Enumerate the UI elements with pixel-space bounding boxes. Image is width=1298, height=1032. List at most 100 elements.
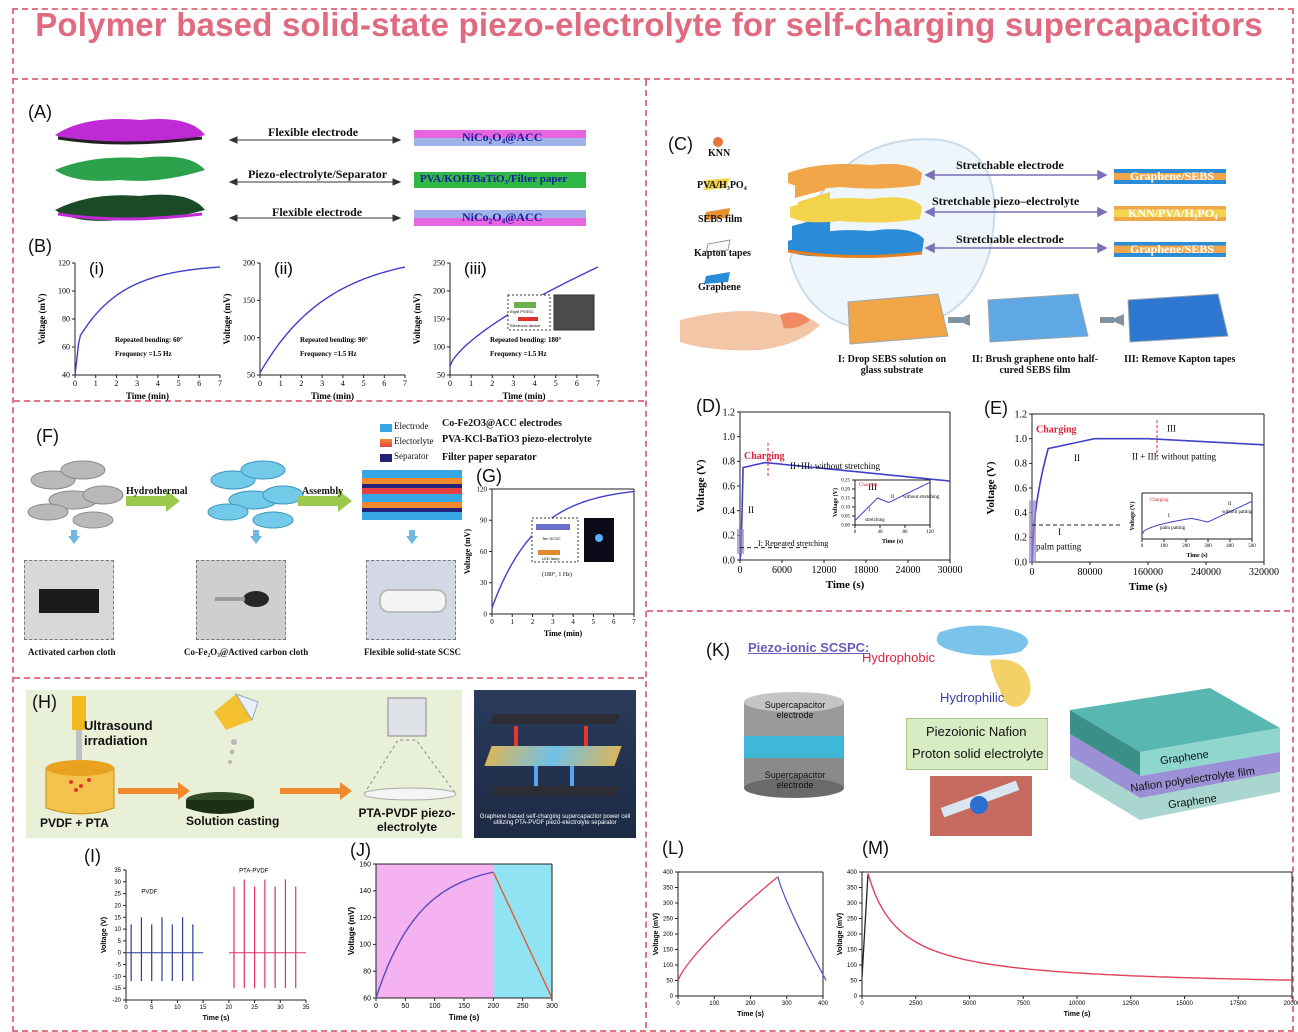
panel-l-x-tick-label: 200 — [745, 1001, 756, 1007]
panel-f-photo-2 — [196, 560, 286, 640]
panel-j-x-tick-label: 100 — [429, 1003, 441, 1010]
panel-d-charging: Charging — [744, 451, 785, 462]
panel-c-step-3: III: Remove Kapton tapes — [1124, 354, 1236, 365]
panel-b-3-x-tick-label: 1 — [469, 379, 473, 388]
panel-f-legend-electrolyte-swatch — [380, 439, 392, 447]
panel-b-3-y-tick-label: 200 — [433, 287, 445, 296]
panel-d-x-tick-label: 24000 — [896, 565, 921, 576]
panel-e-inset-x-tick-label: 500 — [1248, 544, 1256, 549]
panel-g-x-tick-label: 0 — [490, 618, 494, 626]
panel-b-1-y-tick-label: 100 — [58, 287, 70, 296]
panel-g-inset-led-glow — [595, 534, 603, 542]
panel-l-discharge-curve — [777, 876, 827, 981]
panel-a-layers — [55, 119, 205, 221]
panel-g-x-tick-label: 1 — [511, 618, 515, 626]
panel-e-inset-y-label: Voltage (V) — [1129, 502, 1136, 531]
panel-g-y-tick-label: 30 — [480, 579, 488, 587]
panel-l-y-tick-label: 0 — [670, 994, 674, 1000]
figure-frame — [12, 8, 1294, 1032]
panel-b-2-y-tick-label: 50 — [247, 371, 255, 380]
panel-e-y-tick-label: 1.2 — [1015, 409, 1028, 420]
panel-e-inset-charging: Charging — [1150, 498, 1169, 503]
panel-e-inset-x-tick-label: 0 — [1141, 544, 1144, 549]
panel-i-series-1: PVDF — [141, 890, 157, 896]
panel-b-2-y-label: Voltage (mV) — [222, 294, 232, 345]
panel-h-device-caption: Graphene based self-charging supercapaci… — [479, 814, 631, 826]
panel-d-inset-y-tick-label: 0.20 — [841, 488, 850, 493]
panel-i-series-2: PTA-PVDF — [239, 868, 269, 874]
panel-b-1-x-tick-label: 7 — [218, 379, 222, 388]
panel-d-stretch-band — [737, 529, 744, 554]
panel-h-casting: Solution casting — [186, 814, 280, 828]
panel-d-y-tick-label: 0.2 — [723, 531, 736, 542]
panel-m-charge-curve — [861, 873, 869, 978]
panel-i-y-tick-label: 10 — [114, 927, 121, 933]
panel-g-inset-label-1: Ten SCSC — [542, 536, 561, 541]
panel-b-1-y-tick-label: 80 — [62, 315, 70, 324]
panel-g-inset-label-2: LED lamp — [542, 556, 560, 561]
panel-b-3-x-tick-label: 7 — [596, 379, 600, 388]
panel-d-y-tick-label: 0.0 — [723, 555, 736, 566]
panel-g-curve — [491, 490, 635, 609]
panel-b-1-x-tick-label: 1 — [94, 379, 98, 388]
panel-e-phase-label: II + III: without patting — [1132, 452, 1217, 462]
panel-j-discharge-curve — [492, 871, 553, 999]
panel-f-legend-electrode: Electrode — [394, 421, 429, 431]
panel-c-legend-kapton: Kapton tapes — [694, 248, 751, 259]
panel-b-1-y-tick-label: 40 — [62, 371, 70, 380]
panel-e-palm: palm patting — [1036, 542, 1082, 552]
panel-i-x-tick-label: 10 — [174, 1005, 181, 1011]
panel-b-2-note-1: Repeated bending: 90° — [300, 336, 368, 344]
panel-j-y-tick-label: 140 — [359, 888, 371, 895]
panel-k-hydrophilic: Hydrophilic — [940, 690, 1005, 705]
panel-f-caption-1: Activated carbon cloth — [28, 647, 116, 657]
panel-d-inset-i: I — [869, 508, 871, 513]
panel-f-photo-1 — [24, 560, 114, 640]
panel-e-y-tick-label: 0.4 — [1015, 508, 1028, 519]
panel-h-product: PTA-PVDF piezo-electrolyte — [358, 806, 456, 834]
panel-d-x-tick-label: 12000 — [812, 565, 837, 576]
panel-h-device-image: Graphene based self-charging supercapaci… — [474, 690, 636, 838]
panel-d-iii: III — [868, 482, 877, 492]
panel-c-arrows — [924, 169, 1108, 254]
panel-b-3-x-tick-label: 4 — [533, 379, 537, 388]
panel-l-y-tick-label: 250 — [663, 917, 674, 923]
panel-e-charging: Charging — [1036, 425, 1077, 436]
panel-label-m: (M) — [862, 838, 889, 858]
panel-b-3-x-tick-label: 5 — [554, 379, 558, 388]
panel-i-y-tick-label: -10 — [112, 974, 121, 980]
panel-j-x-tick-label: 300 — [546, 1003, 558, 1010]
panel-e-curve — [1031, 437, 1264, 563]
panel-e-y-tick-label: 0.2 — [1015, 533, 1028, 544]
panel-b-3-inset-label-1: Eight PSSSC — [510, 309, 534, 314]
panel-e-x-tick-label: 80000 — [1078, 567, 1103, 578]
panel-e-inset-i: I — [1168, 514, 1170, 519]
panel-e-y-tick-label: 0.8 — [1015, 459, 1028, 470]
panel-b-3-note-1: Repeated bending: 180° — [490, 336, 561, 344]
panel-l-y-tick-label: 200 — [663, 932, 674, 938]
panel-i-x-tick-label: 0 — [124, 1005, 128, 1011]
panel-f-caption-2: Co-Fe₂O₃@Actived carbon cloth — [184, 647, 309, 657]
panel-i-chart: 0 5 10 15 20 25 30 35 -20 -15 -10 -5 0 5 10 15 20 25 30 35 T… — [101, 868, 310, 1022]
panel-j-x-tick-label: 50 — [401, 1003, 409, 1010]
panel-d-y-tick-label: 1.2 — [723, 407, 736, 418]
panel-i-y-tick-label: 25 — [114, 892, 121, 898]
title-divider — [12, 78, 1292, 80]
panel-b-3-inset-device — [514, 302, 536, 308]
panel-b-1-x-tick-label: 5 — [177, 379, 181, 388]
panel-m-x-tick-label: 7500 — [1017, 1001, 1031, 1007]
figure-title: Polymer based solid-state piezo-electrol… — [35, 6, 1263, 43]
panel-b-2-tag: (ii) — [274, 259, 293, 278]
panel-l-y-tick-label: 350 — [663, 886, 674, 892]
panel-b-3-y-tick-label: 50 — [437, 371, 445, 380]
panel-i-y-tick-label: 35 — [114, 868, 121, 874]
panel-g-y-label: Voltage (mV) — [463, 529, 472, 575]
panel-i-y-tick-label: -20 — [112, 998, 121, 1004]
panel-c-legend-knn: KNN — [708, 148, 731, 159]
panel-j-y-tick-label: 60 — [363, 995, 371, 1002]
panel-j-chart: 0 50 100 150 200 250 300 60 80 100 120 140 160 Time (… — [347, 861, 558, 1022]
panel-m-y-tick-label: 100 — [847, 963, 858, 969]
panel-f-process — [27, 460, 462, 544]
panel-h-ultrasound: Ultrasound irradiation — [84, 718, 153, 748]
